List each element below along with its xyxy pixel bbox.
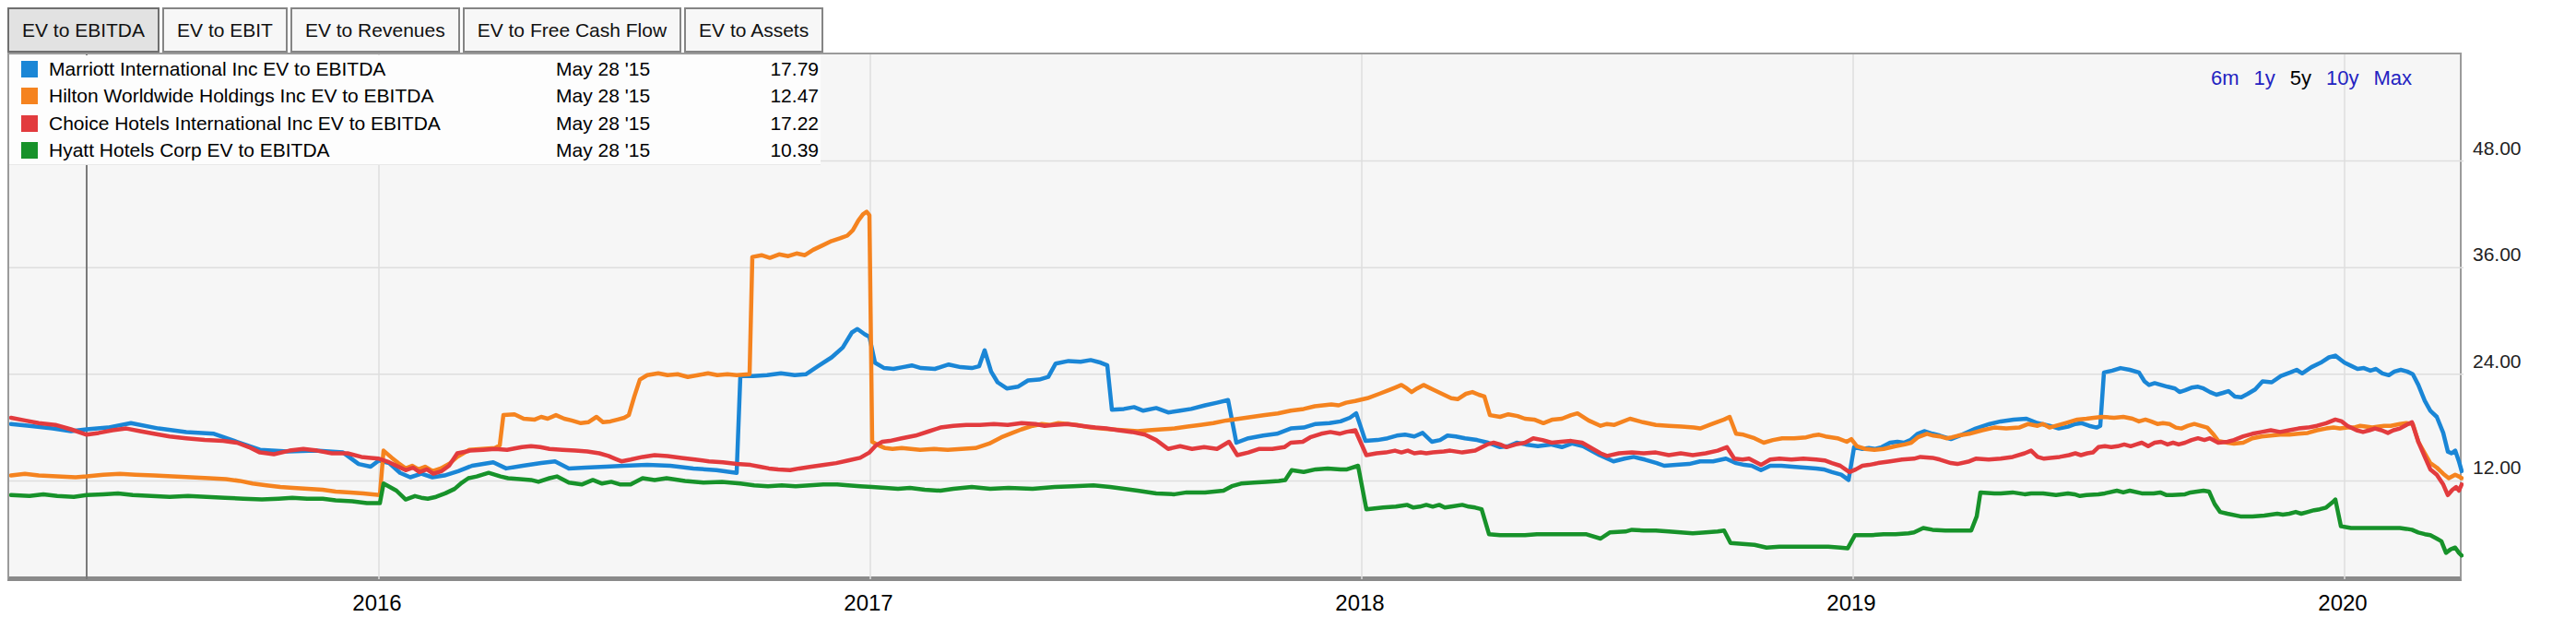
x-axis-tick-label: 2018 [1323, 590, 1397, 616]
y-axis-tick-label: 24.00 [2473, 350, 2556, 373]
legend-series-name: Hilton Worldwide Holdings Inc EV to EBIT… [49, 85, 556, 107]
range-option-1y[interactable]: 1y [2254, 66, 2275, 90]
x-axis-tick-label: 2019 [1814, 590, 1888, 616]
legend-row: Marriott International Inc EV to EBITDAM… [9, 55, 821, 82]
legend-row: Choice Hotels International Inc EV to EB… [9, 110, 821, 136]
legend-hover-date: May 28 '15 [556, 85, 731, 107]
legend-hover-value: 12.47 [731, 85, 819, 107]
legend-series-name: Marriott International Inc EV to EBITDA [49, 58, 556, 80]
y-axis-tick-label: 36.00 [2473, 243, 2556, 266]
y-axis-tick-label: 12.00 [2473, 457, 2556, 479]
range-option-5y: 5y [2290, 66, 2311, 90]
chart-legend: Marriott International Inc EV to EBITDAM… [9, 55, 821, 165]
legend-hover-date: May 28 '15 [556, 58, 731, 80]
tab-ev-to-ebit[interactable]: EV to EBIT [162, 7, 288, 53]
tab-ev-to-free-cash-flow[interactable]: EV to Free Cash Flow [463, 7, 681, 53]
legend-hover-value: 17.22 [731, 113, 819, 135]
legend-hover-value: 10.39 [731, 139, 819, 161]
legend-row: Hyatt Hotels Corp EV to EBITDAMay 28 '15… [9, 137, 821, 164]
range-option-6m[interactable]: 6m [2211, 66, 2239, 90]
x-axis-tick-label: 2017 [832, 590, 905, 616]
legend-series-name: Choice Hotels International Inc EV to EB… [49, 113, 556, 135]
time-range-selector: 6m 1y 5y 10y Max [2211, 66, 2412, 90]
legend-row: Hilton Worldwide Holdings Inc EV to EBIT… [9, 83, 821, 110]
legend-hover-date: May 28 '15 [556, 113, 731, 135]
tab-ev-to-revenues[interactable]: EV to Revenues [290, 7, 460, 53]
tab-ev-to-assets[interactable]: EV to Assets [684, 7, 823, 53]
y-axis-tick-label: 48.00 [2473, 137, 2556, 160]
legend-color-swatch-icon [21, 61, 38, 77]
x-axis-tick-label: 2020 [2306, 590, 2380, 616]
legend-color-swatch-icon [21, 142, 38, 159]
legend-series-name: Hyatt Hotels Corp EV to EBITDA [49, 139, 556, 161]
metric-tab-bar: EV to EBITDAEV to EBITEV to RevenuesEV t… [7, 7, 826, 53]
x-axis-tick-label: 2016 [340, 590, 414, 616]
legend-hover-value: 17.79 [731, 58, 819, 80]
legend-color-swatch-icon [21, 115, 38, 132]
range-option-max[interactable]: Max [2374, 66, 2413, 90]
legend-hover-date: May 28 '15 [556, 139, 731, 161]
tab-ev-to-ebitda[interactable]: EV to EBITDA [7, 7, 160, 53]
ev-to-ebitda-chart-page: EV to EBITDAEV to EBITEV to RevenuesEV t… [0, 0, 2576, 629]
legend-color-swatch-icon [21, 88, 38, 104]
range-option-10y[interactable]: 10y [2326, 66, 2358, 90]
